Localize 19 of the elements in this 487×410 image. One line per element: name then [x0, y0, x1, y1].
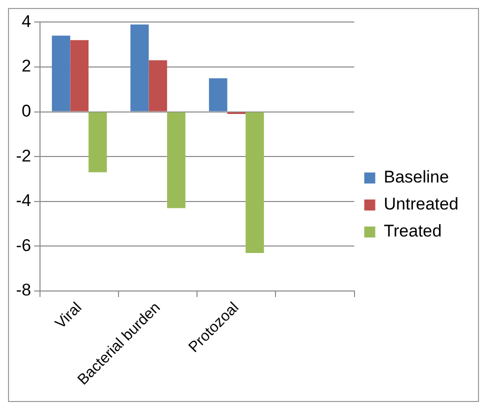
x-tick-label: Viral [52, 299, 86, 332]
bar [52, 36, 70, 112]
y-tick-label: -2 [16, 146, 32, 166]
y-tick-label: -8 [16, 280, 32, 300]
y-tick-label: 0 [22, 102, 32, 120]
y-tick-label: 4 [22, 12, 32, 31]
y-tick-label: -6 [16, 236, 32, 255]
bar [70, 40, 89, 112]
bar [148, 60, 168, 112]
legend-label: Untreated [384, 194, 458, 214]
bar [88, 112, 107, 172]
bar [246, 112, 264, 253]
bar [130, 24, 149, 112]
bar [167, 112, 186, 208]
bar [208, 78, 228, 112]
y-tick-label: -4 [16, 191, 32, 210]
legend-label: Treated [384, 222, 442, 241]
legend-label: Baseline [384, 168, 449, 187]
y-tick-label: 2 [22, 56, 32, 76]
